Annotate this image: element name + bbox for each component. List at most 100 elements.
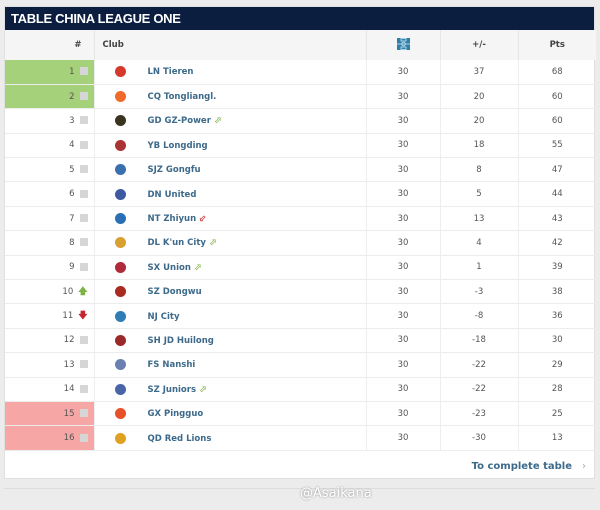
no-change-icon	[79, 189, 88, 198]
club-cell[interactable]: SJZ Gongfu	[93, 157, 366, 183]
club-cell[interactable]: DN United	[93, 181, 366, 207]
table-row[interactable]: 10 🡅 SZ Dongwu 30 -3 38	[5, 279, 596, 305]
club-cell[interactable]: SZ Juniors ⬀	[93, 377, 366, 402]
table-row[interactable]: 12 SH JD Huilong 30 -18 30	[5, 328, 596, 354]
games-cell: 30	[365, 60, 440, 85]
club-cell[interactable]: NJ City	[93, 303, 366, 329]
club-cell[interactable]: SH JD Huilong	[93, 328, 366, 354]
table-row[interactable]: 8 DL K'un City ⬀ 30 4 42	[5, 230, 596, 256]
rank-cell: 1	[5, 60, 94, 85]
games-cell: 30	[365, 157, 440, 183]
diff-cell: 1	[439, 255, 518, 281]
club-name[interactable]: NJ City	[147, 311, 180, 322]
complete-table-link[interactable]: To complete table ›	[472, 461, 586, 472]
rank: 11	[62, 311, 74, 322]
diff-cell: 37	[439, 60, 518, 85]
club-name[interactable]: GX Pingguo	[147, 409, 204, 420]
pts-cell: 60	[517, 108, 596, 134]
club-name[interactable]: YB Longding	[147, 140, 208, 151]
club-badge-icon	[114, 359, 126, 371]
diff-header: +/-	[439, 30, 518, 60]
club-cell[interactable]: QD Red Lions	[93, 425, 366, 451]
rank-cell: 13	[5, 352, 94, 378]
rank-cell: 7	[5, 206, 94, 232]
club-cell[interactable]: SZ Dongwu	[93, 279, 366, 305]
club-badge-icon	[114, 286, 126, 298]
club-cell[interactable]: GD GZ-Power ⬀	[93, 108, 366, 134]
pts-cell: 42	[517, 230, 596, 256]
table-row[interactable]: 2 CQ Tongliangl. 30 20 60	[5, 84, 596, 110]
table-row[interactable]: 7 NT Zhiyun ⬃ 30 13 43	[5, 206, 596, 232]
club-badge-icon	[114, 408, 126, 420]
club-name[interactable]: NT Zhiyun	[147, 214, 197, 225]
club-cell[interactable]: SX Union ⬀	[93, 255, 366, 281]
games-cell: 30	[365, 230, 440, 256]
pts-cell: 38	[517, 279, 596, 305]
pts-cell: 55	[517, 133, 596, 159]
no-change-icon	[79, 384, 88, 393]
club-name[interactable]: QD Red Lions	[147, 433, 212, 444]
club-name[interactable]: LN Tieren	[147, 67, 194, 78]
table-row[interactable]: 5 SJZ Gongfu 30 8 47	[5, 157, 596, 183]
club-cell[interactable]: NT Zhiyun ⬃	[93, 206, 366, 232]
table-row[interactable]: 13 FS Nanshi 30 -22 29	[5, 352, 596, 378]
diff-cell: -18	[439, 328, 518, 354]
club-name[interactable]: SZ Juniors	[147, 384, 197, 395]
rank: 3	[69, 115, 75, 126]
games-cell: 30	[365, 352, 440, 378]
games-cell: 30	[365, 279, 440, 305]
club-cell[interactable]: GX Pingguo	[93, 401, 366, 427]
table-row[interactable]: 6 DN United 30 5 44	[5, 181, 596, 207]
club-name[interactable]: SJZ Gongfu	[147, 165, 201, 176]
rank: 5	[69, 164, 75, 175]
pts-cell: 13	[517, 425, 596, 451]
club-name[interactable]: DN United	[147, 189, 197, 200]
club-name[interactable]: DL K'un City	[147, 238, 206, 249]
table-row[interactable]: 11 🡇 NJ City 30 -8 36	[5, 303, 596, 329]
club-name[interactable]: CQ Tongliangl.	[147, 92, 217, 103]
club-badge-icon	[114, 115, 126, 127]
club-badge-icon	[114, 310, 126, 322]
rank-cell: 16	[5, 425, 94, 451]
standings-table: # Club +/- Pts 1 LN Tieren 30 37 68 2 CQ …	[5, 30, 596, 451]
club-name[interactable]: SX Union	[147, 262, 191, 273]
club-name[interactable]: SZ Dongwu	[147, 287, 202, 298]
diff-cell: -23	[439, 401, 518, 427]
club-cell[interactable]: CQ Tongliangl.	[93, 84, 366, 110]
rank-cell: 5	[5, 157, 94, 183]
no-change-icon	[79, 165, 88, 174]
table-row[interactable]: 1 LN Tieren 30 37 68	[5, 60, 596, 85]
arrow-down-icon: 🡇	[78, 311, 88, 322]
rank-cell: 15	[5, 401, 94, 427]
no-change-icon	[79, 214, 88, 223]
table-row[interactable]: 14 SZ Juniors ⬀ 30 -22 28	[5, 377, 596, 402]
club-cell[interactable]: YB Longding	[93, 133, 366, 159]
club-badge-icon	[114, 432, 126, 444]
rank: 4	[69, 140, 75, 151]
trend-up-icon: ⬀	[208, 238, 217, 249]
club-cell[interactable]: DL K'un City ⬀	[93, 230, 366, 256]
games-cell: 30	[365, 328, 440, 354]
diff-cell: 20	[439, 84, 518, 110]
pts-cell: 29	[517, 352, 596, 378]
club-cell[interactable]: LN Tieren	[93, 60, 366, 85]
table-row[interactable]: 9 SX Union ⬀ 30 1 39	[5, 255, 596, 281]
link-label: To complete table	[471, 461, 572, 472]
club-badge-icon	[114, 213, 126, 225]
rank: 9	[69, 262, 75, 273]
rank-cell: 10 🡅	[5, 279, 94, 305]
club-name[interactable]: SH JD Huilong	[147, 335, 214, 346]
no-change-icon	[79, 238, 88, 247]
table-row[interactable]: 15 GX Pingguo 30 -23 25	[5, 401, 596, 427]
table-row[interactable]: 16 QD Red Lions 30 -30 13	[5, 425, 596, 451]
club-name[interactable]: GD GZ-Power	[147, 116, 211, 127]
diff-cell: 13	[439, 206, 518, 232]
table-row[interactable]: 4 YB Longding 30 18 55	[5, 133, 596, 159]
club-name[interactable]: FS Nanshi	[147, 360, 196, 371]
games-cell: 30	[365, 303, 440, 329]
club-badge-icon	[114, 91, 126, 103]
rank-cell: 9	[5, 255, 94, 281]
club-cell[interactable]: FS Nanshi	[93, 352, 366, 378]
chevron-right-icon: ›	[582, 461, 586, 472]
table-row[interactable]: 3 GD GZ-Power ⬀ 30 20 60	[5, 108, 596, 134]
